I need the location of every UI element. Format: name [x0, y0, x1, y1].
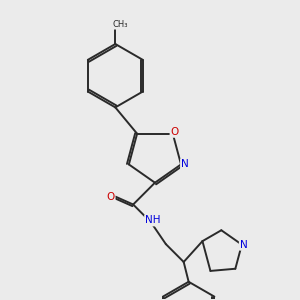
Text: N: N — [240, 240, 248, 250]
Text: N: N — [181, 159, 189, 170]
Text: O: O — [171, 127, 179, 137]
Text: NH: NH — [145, 215, 161, 225]
Text: O: O — [106, 192, 115, 202]
Text: CH₃: CH₃ — [112, 20, 128, 29]
